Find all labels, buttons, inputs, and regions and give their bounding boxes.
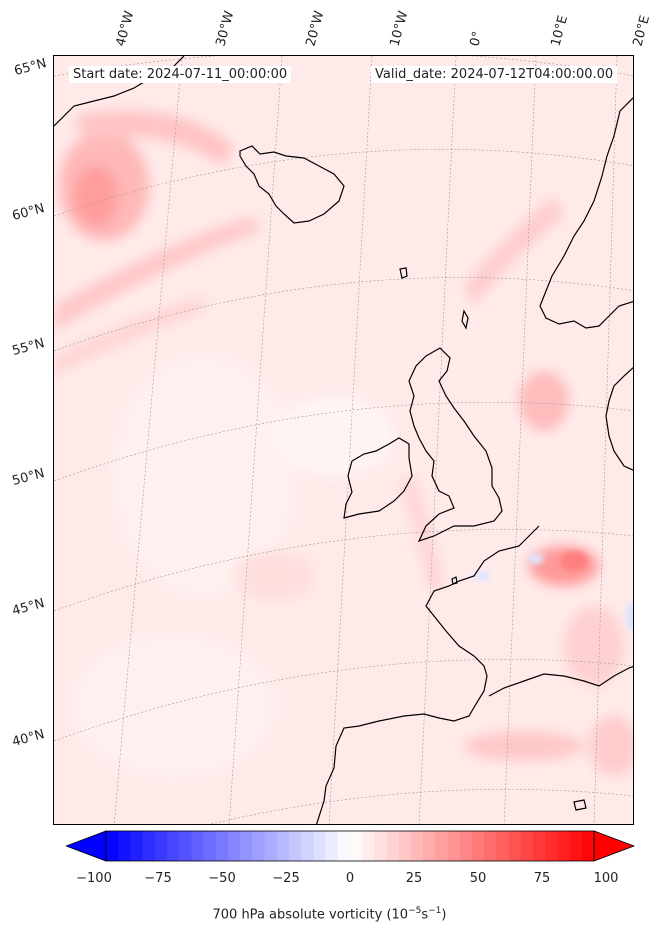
colorbar-low-extend <box>66 830 107 862</box>
ireland-coast <box>343 437 413 519</box>
colorbar-block <box>252 831 265 861</box>
colorbar-block <box>337 831 351 861</box>
vorticity-map <box>54 56 633 824</box>
colorbar-block <box>557 831 570 861</box>
colorbar-block <box>520 831 534 861</box>
colorbar-block <box>459 831 473 861</box>
valid-date-label: Valid_date: 2024-07-12T04:00:00.00 <box>371 66 618 83</box>
colorbar <box>66 830 636 862</box>
lat-label-65n: 65°N <box>12 56 49 79</box>
lon-label-40w: 40°W <box>113 9 138 48</box>
colorbar-frame <box>105 830 595 862</box>
colorbar-block <box>569 831 583 861</box>
colorbar-block <box>423 831 436 861</box>
colorbar-tick-25: 25 <box>405 871 423 886</box>
great-britain-coast <box>408 347 503 543</box>
colorbar-block <box>472 831 485 861</box>
colorbar-tick-0: 0 <box>345 871 355 886</box>
colorbar-block <box>301 831 314 861</box>
lat-label-55n: 55°N <box>10 336 47 359</box>
lon-label-10w: 10°W <box>387 9 412 48</box>
lat-label-40n: 40°N <box>10 727 47 750</box>
colorbar-tick-75: 75 <box>533 871 551 886</box>
colorbar-block <box>167 831 180 861</box>
colorbar-block <box>350 831 363 861</box>
norway-coast <box>539 97 633 329</box>
colorbar-block <box>228 831 241 861</box>
colorbar-label-end: ) <box>441 907 447 923</box>
colorbar-block <box>276 831 290 861</box>
lat-label-45n: 45°N <box>10 596 47 619</box>
start-date-label: Start date: 2024-07-11_00:00:00 <box>69 66 292 83</box>
lon-label-30w: 30°W <box>213 9 238 48</box>
colorbar-block <box>411 831 424 861</box>
colorbar-block <box>142 831 156 861</box>
colorbar-block <box>289 831 302 861</box>
colorbar-tick-50: 50 <box>469 871 487 886</box>
mediterranean-coast <box>488 666 633 697</box>
colorbar-high-extend <box>593 830 636 862</box>
shetland-islands <box>461 309 469 330</box>
colorbar-label-exp1: −5 <box>408 906 422 916</box>
colorbar-block <box>240 831 253 861</box>
faroe-islands <box>399 267 408 279</box>
colorbar-block <box>533 831 546 861</box>
vorticity-small-features <box>474 551 633 630</box>
colorbar-block <box>545 831 558 861</box>
colorbar-block <box>215 831 229 861</box>
colorbar-block <box>508 831 522 861</box>
colorbar-block <box>203 831 217 861</box>
colorbar-block <box>484 831 497 861</box>
iceland-coast <box>239 145 345 224</box>
colorbar-tick-m75: −75 <box>144 871 172 886</box>
lon-label-20w: 20°W <box>303 9 328 48</box>
map-panel <box>53 55 634 825</box>
lat-label-60n: 60°N <box>10 201 47 224</box>
coastlines <box>54 56 633 824</box>
colorbar-label: 700 hPa absolute vorticity (10−5s−1) <box>0 906 659 922</box>
colorbar-block <box>264 831 278 861</box>
colorbar-block <box>118 831 131 861</box>
colorbar-block <box>362 831 375 861</box>
colorbar-block <box>581 831 595 861</box>
colorbar-block <box>398 831 412 861</box>
channel-islands <box>451 576 458 585</box>
colorbar-block <box>179 831 192 861</box>
continent-coast <box>316 525 540 824</box>
vorticity-field <box>54 110 633 776</box>
colorbar-label-text: 700 hPa absolute vorticity (10 <box>212 907 409 923</box>
colorbar-tick-m50: −50 <box>208 871 236 886</box>
colorbar-label-unit: s <box>421 907 429 923</box>
lon-label-20e: 20°E <box>630 13 654 49</box>
colorbar-block <box>325 831 339 861</box>
colorbar-tick-m100: −100 <box>76 871 112 886</box>
graticule <box>54 56 633 824</box>
denmark-sweden-coast <box>605 367 633 471</box>
colorbar-blocks <box>106 831 595 861</box>
colorbar-block <box>447 831 461 861</box>
lat-label-50n: 50°N <box>10 466 47 489</box>
colorbar-block <box>154 831 168 861</box>
colorbar-block <box>106 831 119 861</box>
colorbar-block <box>191 831 204 861</box>
lon-label-10e: 10°E <box>548 13 572 49</box>
lon-label-0: 0° <box>467 29 486 48</box>
colorbar-block <box>374 831 387 861</box>
colorbar-tick-m25: −25 <box>272 871 300 886</box>
colorbar-label-exp2: −1 <box>428 906 442 916</box>
colorbar-block <box>386 831 400 861</box>
colorbar-block <box>496 831 509 861</box>
colorbar-block <box>313 831 326 861</box>
balearic-islands <box>573 799 587 811</box>
colorbar-block <box>435 831 448 861</box>
colorbar-block <box>130 831 143 861</box>
colorbar-tick-100: 100 <box>593 871 619 886</box>
